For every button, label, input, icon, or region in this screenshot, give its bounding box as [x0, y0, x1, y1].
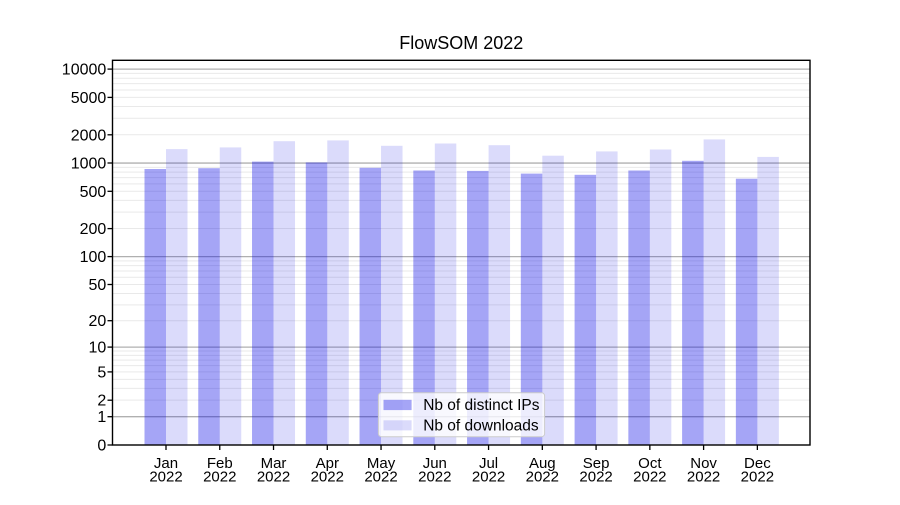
svg-text:200: 200 — [80, 221, 107, 238]
svg-text:2022: 2022 — [472, 469, 505, 486]
svg-text:Jul: Jul — [479, 455, 498, 472]
svg-text:Mar: Mar — [261, 455, 287, 472]
svg-text:2022: 2022 — [579, 469, 612, 486]
svg-text:2022: 2022 — [364, 469, 397, 486]
svg-text:2: 2 — [97, 393, 106, 410]
svg-text:Feb: Feb — [207, 455, 233, 472]
svg-text:2022: 2022 — [526, 469, 559, 486]
svg-text:Nb of downloads: Nb of downloads — [423, 418, 539, 435]
svg-text:2022: 2022 — [257, 469, 290, 486]
svg-text:2022: 2022 — [741, 469, 774, 486]
svg-text:10000: 10000 — [62, 62, 107, 79]
svg-text:May: May — [367, 455, 396, 472]
svg-text:2000: 2000 — [71, 127, 107, 144]
svg-text:2022: 2022 — [149, 469, 182, 486]
svg-text:2022: 2022 — [633, 469, 666, 486]
svg-text:1000: 1000 — [71, 156, 107, 173]
svg-text:Sep: Sep — [583, 455, 610, 472]
svg-text:2022: 2022 — [311, 469, 344, 486]
svg-text:Dec: Dec — [744, 455, 771, 472]
svg-text:2022: 2022 — [203, 469, 236, 486]
svg-text:Oct: Oct — [638, 455, 662, 472]
svg-text:0: 0 — [97, 438, 106, 455]
svg-text:Nb of distinct IPs: Nb of distinct IPs — [423, 397, 540, 414]
svg-text:FlowSOM 2022: FlowSOM 2022 — [399, 33, 523, 53]
svg-text:2022: 2022 — [418, 469, 451, 486]
svg-text:1: 1 — [97, 409, 106, 426]
svg-text:10: 10 — [89, 340, 107, 357]
svg-text:Apr: Apr — [316, 455, 339, 472]
svg-text:Aug: Aug — [529, 455, 556, 472]
svg-text:500: 500 — [80, 184, 107, 201]
svg-text:20: 20 — [89, 313, 107, 330]
svg-text:2022: 2022 — [687, 469, 720, 486]
svg-text:50: 50 — [89, 277, 107, 294]
svg-text:5000: 5000 — [71, 90, 107, 107]
svg-text:100: 100 — [80, 249, 107, 266]
svg-text:Nov: Nov — [690, 455, 717, 472]
svg-text:Jun: Jun — [423, 455, 447, 472]
svg-text:5: 5 — [97, 364, 106, 381]
svg-text:Jan: Jan — [154, 455, 178, 472]
